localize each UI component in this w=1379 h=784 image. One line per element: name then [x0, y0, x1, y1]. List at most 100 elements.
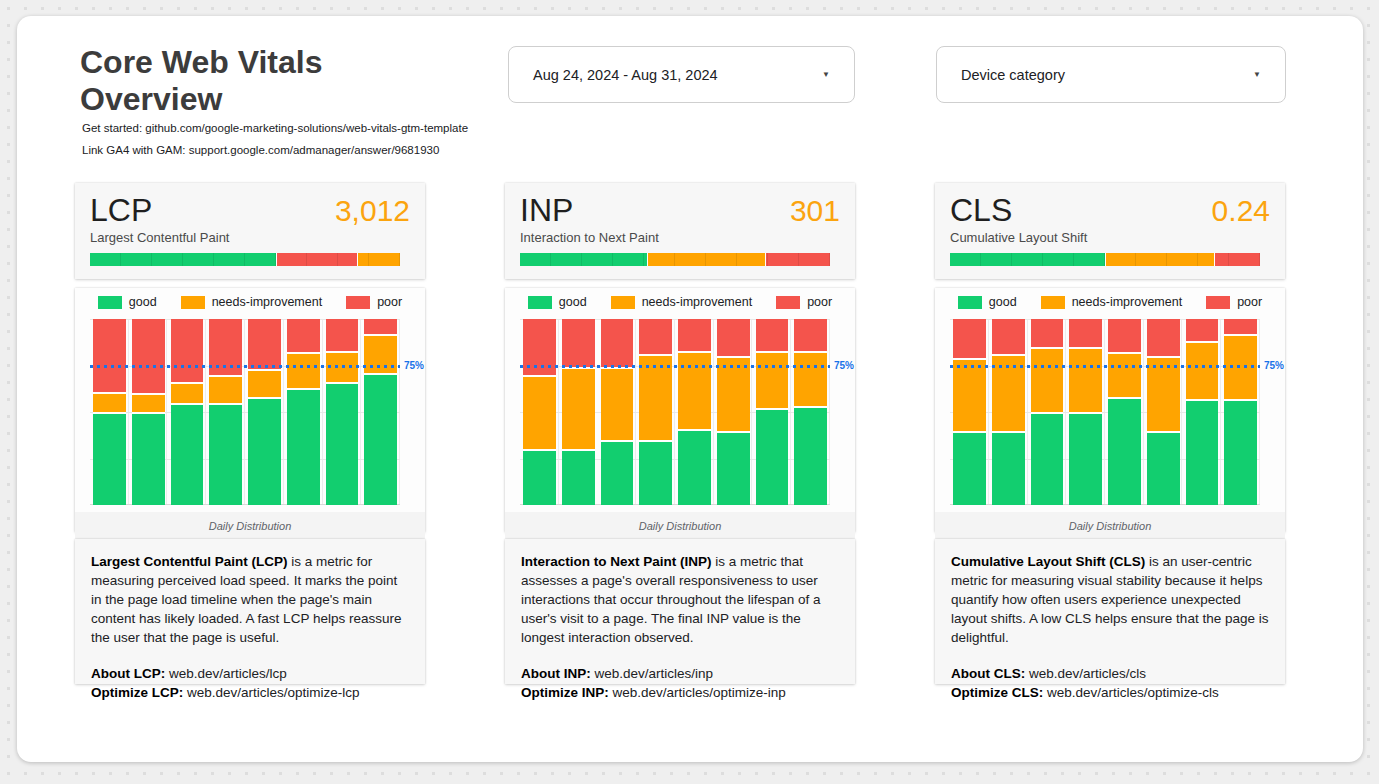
- date-range-value: Aug 24, 2024 - Aug 31, 2024: [533, 67, 718, 83]
- stacked-bar-column: [1224, 319, 1257, 505]
- bar-segment-good: [1147, 431, 1180, 505]
- stacked-bar-column: [1108, 319, 1141, 505]
- bar-segment-good: [1186, 399, 1219, 505]
- bar-segment-poor: [326, 319, 359, 351]
- bar-segment-poor: [93, 319, 126, 392]
- bar-segment-poor: [1186, 319, 1219, 341]
- description-lead: Cumulative Layout Shift (CLS): [951, 554, 1145, 569]
- bar-segment-needs_improvement: [756, 351, 789, 409]
- stacked-bar-column: [326, 319, 359, 505]
- bar-segment-poor: [678, 319, 711, 351]
- summary-segment-needs_improvement: [1105, 253, 1214, 266]
- stacked-bar-column: [794, 319, 827, 505]
- metric-description: Largest Contentful Paint (LCP) is a metr…: [75, 539, 425, 684]
- legend-item-poor[interactable]: poor: [776, 295, 832, 309]
- stacked-bar-column: [1069, 319, 1102, 505]
- legend-swatch-good: [528, 296, 552, 309]
- bar-segment-poor: [248, 319, 281, 369]
- metric-description: Cumulative Layout Shift (CLS) is an user…: [935, 539, 1285, 684]
- stacked-bar-plot: [520, 319, 830, 505]
- stacked-bar-column: [639, 319, 672, 505]
- bar-segment-poor: [1147, 319, 1180, 356]
- stacked-bar-column: [209, 319, 242, 505]
- device-category-dropdown[interactable]: Device category ▼: [936, 46, 1286, 103]
- bar-segment-poor: [364, 319, 397, 334]
- metric-header: CLS 0.24 Cumulative Layout Shift: [935, 183, 1285, 279]
- stacked-bar-column: [248, 319, 281, 505]
- bar-segment-needs_improvement: [93, 392, 126, 412]
- stacked-bar-column: [953, 319, 986, 505]
- bar-segment-good: [209, 403, 242, 505]
- legend-item-good[interactable]: good: [98, 295, 157, 309]
- bar-segment-needs_improvement: [601, 367, 634, 440]
- legend-item-needs-improvement[interactable]: needs-improvement: [1041, 295, 1182, 309]
- stacked-bar-plot: [90, 319, 400, 505]
- legend-item-poor[interactable]: poor: [1206, 295, 1262, 309]
- bar-segment-needs_improvement: [1069, 347, 1102, 412]
- bar-segment-poor: [756, 319, 789, 351]
- bar-segment-good: [678, 429, 711, 505]
- metric-header: LCP 3,012 Largest Contentful Paint: [75, 183, 425, 279]
- summary-distribution-bar: [90, 253, 400, 266]
- bar-segment-needs_improvement: [209, 375, 242, 403]
- legend-item-poor[interactable]: poor: [346, 295, 402, 309]
- chart-legend: good needs-improvement poor: [75, 293, 425, 311]
- about-label: About LCP:: [91, 666, 165, 681]
- stacked-bar-column: [364, 319, 397, 505]
- bar-segment-poor: [639, 319, 672, 354]
- optimize-label: Optimize INP:: [521, 685, 609, 700]
- metric-full-name: Largest Contentful Paint: [90, 230, 410, 246]
- metric-value: 301: [790, 194, 840, 228]
- description-lead: Largest Contentful Paint (LCP): [91, 554, 288, 569]
- bar-segment-needs_improvement: [523, 375, 556, 449]
- bar-segment-good: [601, 440, 634, 505]
- bar-segment-good: [171, 403, 204, 505]
- metric-name: LCP: [90, 193, 152, 227]
- metric-value: 0.24: [1212, 194, 1270, 228]
- daily-distribution-chart: good needs-improvement poor 75% Daily Di…: [935, 288, 1285, 532]
- about-url: web.dev/articles/inp: [591, 666, 713, 681]
- bar-segment-needs_improvement: [287, 352, 320, 387]
- bar-segment-poor: [562, 319, 595, 367]
- metric-full-name: Interaction to Next Paint: [520, 230, 840, 246]
- threshold-label: 75%: [834, 359, 854, 370]
- bar-segment-needs_improvement: [678, 351, 711, 429]
- stacked-bar-column: [1031, 319, 1064, 505]
- metric-header: INP 301 Interaction to Next Paint: [505, 183, 855, 279]
- date-range-dropdown[interactable]: Aug 24, 2024 - Aug 31, 2024 ▼: [508, 46, 855, 103]
- bar-segment-poor: [953, 319, 986, 358]
- about-url: web.dev/articles/cls: [1025, 666, 1146, 681]
- about-label: About CLS:: [951, 666, 1025, 681]
- bar-segment-poor: [132, 319, 165, 393]
- legend-swatch-needs-improvement: [611, 296, 635, 309]
- summary-segment-poor: [765, 253, 830, 266]
- bar-segment-poor: [794, 319, 827, 351]
- threshold-line-75: [90, 365, 400, 368]
- metric-name: CLS: [950, 193, 1012, 227]
- bar-segment-good: [364, 373, 397, 505]
- about-label: About INP:: [521, 666, 591, 681]
- summary-segment-needs_improvement: [357, 253, 400, 266]
- bar-segment-poor: [171, 319, 204, 382]
- stacked-bar-column: [287, 319, 320, 505]
- metric-value: 3,012: [335, 194, 410, 228]
- legend-item-needs-improvement[interactable]: needs-improvement: [181, 295, 322, 309]
- legend-item-needs-improvement[interactable]: needs-improvement: [611, 295, 752, 309]
- header-links: Get started: github.com/google-marketing…: [82, 117, 468, 161]
- threshold-line-75: [950, 365, 1260, 368]
- stacked-bar-column: [992, 319, 1025, 505]
- bar-segment-good: [523, 449, 556, 505]
- bar-segment-poor: [1069, 319, 1102, 347]
- threshold-label: 75%: [404, 359, 424, 370]
- stacked-bar-column: [601, 319, 634, 505]
- optimize-url: web.dev/articles/optimize-cls: [1043, 685, 1219, 700]
- summary-segment-good: [950, 253, 1105, 266]
- x-axis-title: Daily Distribution: [935, 512, 1285, 539]
- bar-segment-good: [562, 449, 595, 505]
- optimize-label: Optimize LCP:: [91, 685, 183, 700]
- legend-item-good[interactable]: good: [958, 295, 1017, 309]
- metric-name: INP: [520, 193, 573, 227]
- x-axis-title: Daily Distribution: [505, 512, 855, 539]
- page-title: Core Web Vitals Overview: [80, 44, 410, 118]
- legend-item-good[interactable]: good: [528, 295, 587, 309]
